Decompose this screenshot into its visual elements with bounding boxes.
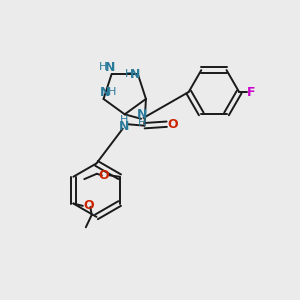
Text: H: H bbox=[125, 69, 133, 79]
Text: N: N bbox=[118, 120, 129, 133]
Text: O: O bbox=[99, 169, 109, 182]
Text: O: O bbox=[167, 118, 178, 131]
Text: H: H bbox=[99, 62, 107, 73]
Text: H: H bbox=[119, 115, 128, 125]
Text: N: N bbox=[105, 61, 115, 74]
Text: H: H bbox=[137, 118, 146, 128]
Text: N: N bbox=[100, 86, 110, 99]
Text: O: O bbox=[83, 200, 94, 212]
Text: N: N bbox=[130, 68, 141, 80]
Text: F: F bbox=[247, 85, 256, 98]
Text: N: N bbox=[136, 108, 147, 122]
Text: H: H bbox=[108, 87, 116, 98]
